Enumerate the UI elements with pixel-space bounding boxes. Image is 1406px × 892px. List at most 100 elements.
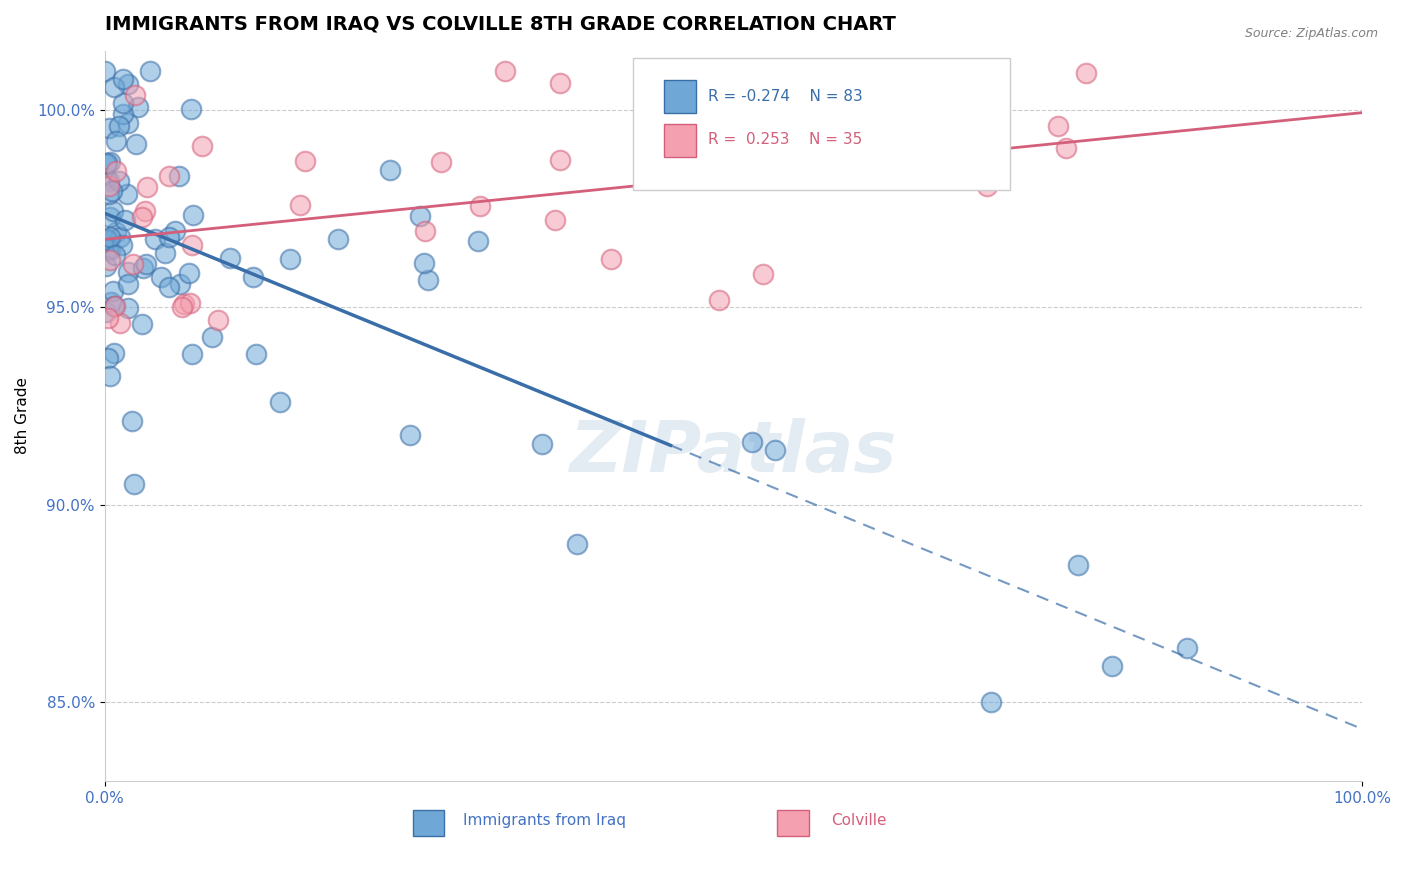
Point — [127, 100, 149, 114]
Point — [97, 351, 120, 365]
Point — [173, 297, 195, 311]
Point — [278, 252, 301, 267]
Point — [111, 95, 134, 110]
Point — [101, 184, 124, 198]
Point — [94, 171, 117, 186]
Point — [153, 245, 176, 260]
Point — [103, 299, 125, 313]
Point — [150, 270, 173, 285]
Point — [97, 174, 120, 188]
Point — [96, 232, 118, 246]
Text: IMMIGRANTS FROM IRAQ VS COLVILLE 8TH GRADE CORRELATION CHART: IMMIGRANTS FROM IRAQ VS COLVILLE 8TH GRA… — [104, 15, 896, 34]
Point — [98, 210, 121, 224]
Point — [191, 139, 214, 153]
Point — [269, 394, 291, 409]
Bar — [664, 124, 696, 157]
Point — [751, 267, 773, 281]
Point — [565, 537, 588, 551]
Point — [399, 427, 422, 442]
Point — [112, 107, 135, 121]
Point — [117, 277, 139, 292]
Point — [122, 257, 145, 271]
Point — [378, 163, 401, 178]
Point — [157, 279, 180, 293]
Point — [1074, 66, 1097, 80]
Point — [550, 153, 572, 167]
Point — [430, 154, 453, 169]
Point — [143, 232, 166, 246]
Point — [117, 116, 139, 130]
FancyBboxPatch shape — [633, 58, 1010, 189]
Point — [976, 179, 998, 194]
Text: R = -0.274    N = 83: R = -0.274 N = 83 — [709, 88, 863, 103]
Point — [96, 233, 118, 247]
Point — [138, 63, 160, 78]
Point — [117, 265, 139, 279]
Point — [169, 169, 191, 184]
Point — [416, 273, 439, 287]
Point — [105, 134, 128, 148]
Point — [94, 63, 117, 78]
Point — [110, 316, 132, 330]
Y-axis label: 8th Grade: 8th Grade — [15, 377, 30, 454]
Point — [104, 300, 127, 314]
Point — [763, 442, 786, 457]
Point — [157, 230, 180, 244]
Point — [98, 229, 121, 244]
Point — [96, 155, 118, 169]
Point — [980, 695, 1002, 709]
Point — [98, 369, 121, 384]
Point — [108, 119, 131, 133]
Point — [179, 266, 201, 280]
Point — [707, 293, 730, 308]
Point — [180, 103, 202, 117]
Bar — [664, 80, 696, 113]
Point — [600, 252, 623, 267]
Point — [1175, 641, 1198, 656]
Point — [94, 157, 117, 171]
Point — [117, 301, 139, 315]
Point — [157, 169, 180, 184]
Point — [181, 347, 204, 361]
Point — [103, 248, 125, 262]
Point — [98, 244, 121, 258]
Point — [666, 141, 689, 155]
Point — [100, 295, 122, 310]
Point — [104, 164, 127, 178]
Point — [544, 212, 567, 227]
Point — [103, 203, 125, 218]
Point — [97, 121, 120, 136]
Point — [288, 198, 311, 212]
Point — [98, 178, 121, 193]
Point — [122, 476, 145, 491]
Point — [219, 251, 242, 265]
Point — [103, 346, 125, 360]
Point — [98, 186, 121, 201]
Point — [467, 234, 489, 248]
Point — [124, 137, 146, 152]
Point — [548, 77, 571, 91]
Point — [408, 209, 430, 223]
Point — [181, 208, 204, 222]
Bar — [413, 810, 444, 836]
Point — [741, 435, 763, 450]
Point — [94, 259, 117, 273]
Point — [121, 414, 143, 428]
Point — [468, 199, 491, 213]
Point — [98, 154, 121, 169]
Point — [108, 174, 131, 188]
Point — [96, 305, 118, 319]
Point — [531, 437, 554, 451]
Point — [103, 284, 125, 298]
Point — [169, 277, 191, 291]
Text: R =  0.253    N = 35: R = 0.253 N = 35 — [709, 132, 862, 147]
Point — [97, 242, 120, 256]
Point — [1047, 120, 1070, 134]
Point — [124, 88, 146, 103]
Point — [97, 310, 120, 325]
Point — [134, 204, 156, 219]
Point — [165, 224, 187, 238]
Point — [132, 261, 155, 276]
Point — [135, 257, 157, 271]
Point — [1066, 558, 1088, 573]
